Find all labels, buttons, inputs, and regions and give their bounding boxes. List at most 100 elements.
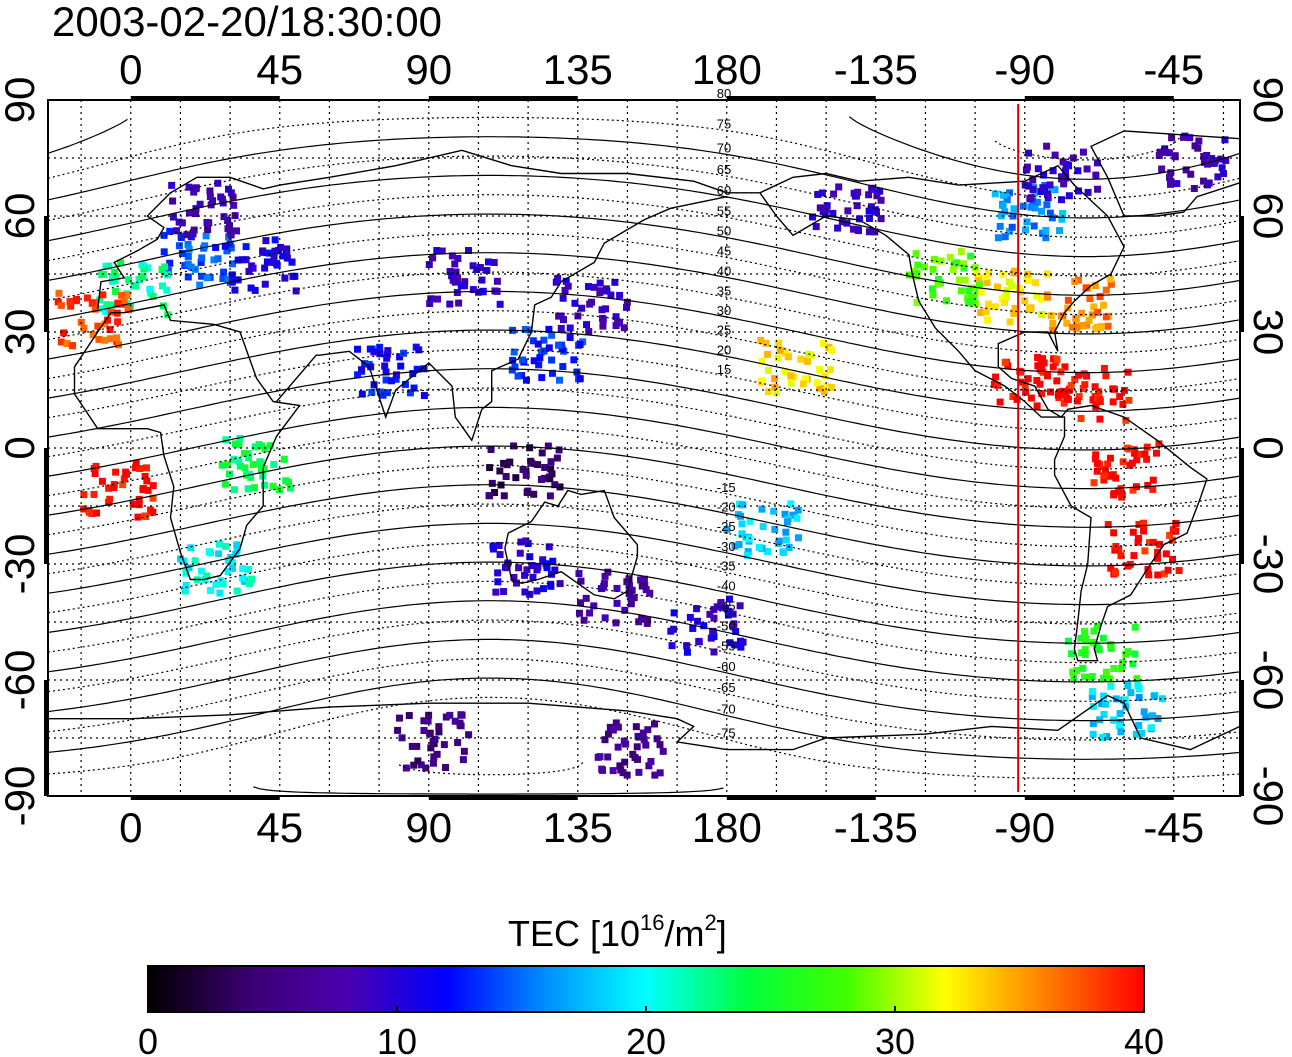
mlat-contour [48,387,1240,470]
tec-cell [392,371,400,379]
tec-cell [1060,399,1068,407]
tec-cell [689,624,697,632]
tec-cell [626,585,634,593]
tec-cell [700,622,708,630]
tec-cluster [54,289,133,350]
tec-cell [1120,386,1128,394]
lon-tick-label: 90 [405,804,452,851]
tec-cell [794,506,802,514]
longitude-ticks-top: 0 45 90 135 180 -135 -90 -45 [119,46,1204,93]
tec-cell [1057,312,1065,320]
mlat-contour [48,580,1240,664]
tec-cell [370,348,378,356]
tec-cell [1140,523,1148,531]
tec-cell [1208,155,1216,163]
tec-cell [1044,194,1052,202]
tec-cell [221,242,229,250]
tec-cell [1046,181,1054,189]
tec-cell [197,258,205,266]
lon-tick-label: -90 [994,804,1055,851]
tec-cell [960,264,968,272]
tec-cell [782,536,790,544]
tec-cell [1100,472,1108,480]
tec-cell [557,324,565,332]
frame-bar [130,796,280,800]
tec-cell [417,761,425,769]
tec-cell [818,189,826,197]
mlat-label: -15 [717,480,736,495]
tec-cell [112,468,120,476]
tec-cell [1038,364,1046,372]
tec-cell [265,249,273,257]
tec-cell [266,442,274,450]
tec-cluster [485,442,564,500]
tec-cell [413,365,421,373]
tec-cell [239,565,247,573]
tec-cell [613,599,621,607]
tec-cell [225,470,233,478]
tec-cell [1081,651,1089,659]
tec-cell [183,231,191,239]
tec-cell [1154,554,1162,562]
tec-cell [725,607,733,615]
tec-cell [551,481,559,489]
tec-cell [633,743,641,751]
tec-cell [770,507,778,515]
tec-cell [283,245,291,253]
tec-cell [1117,552,1125,560]
tec-cell [500,588,508,596]
tec-cell [1021,297,1029,305]
tec-cell [261,445,269,453]
tec-cell [586,609,594,617]
tec-cell [559,363,567,371]
tec-cell [547,465,555,473]
tec-cell [614,723,622,731]
tec-cell [394,726,402,734]
tec-cell [1033,376,1041,384]
tec-cell [244,485,252,493]
tec-cell [994,234,1002,242]
tec-cell [713,603,721,611]
tec-cell [104,316,112,324]
tec-cell [949,266,957,274]
tec-cell [590,283,598,291]
tec-cell [548,356,556,364]
tec-cell [598,306,606,314]
tec-cell [844,207,852,215]
tec-cell [1124,681,1132,689]
tec-cell [233,587,241,595]
tec-cell [1010,309,1018,317]
tec-cell [429,254,437,262]
tec-cell [114,341,122,349]
tec-cell [820,388,828,396]
tec-cell [876,187,884,195]
tec-cell [1116,393,1124,401]
colorbar-tick-label: 20 [626,1021,666,1057]
lon-tick-label: -45 [1143,804,1204,851]
tec-cell [424,717,432,725]
tec-cell [1138,729,1146,737]
tec-cluster [667,595,747,656]
tec-cell [164,266,172,274]
tec-cell [1135,722,1143,730]
tec-cell [693,617,701,625]
tec-cell [871,228,879,236]
tec-cell [1024,277,1032,285]
tec-cell [80,491,88,499]
tec-cell [1089,396,1097,404]
tec-cell [849,225,857,233]
mlat-contour [48,155,1240,238]
tec-cell [1038,390,1046,398]
tec-cell [877,215,885,223]
tec-cell [1164,566,1172,574]
tec-cell [731,542,739,550]
tec-cell [538,374,546,382]
tec-cell [1026,304,1034,312]
tec-cell [178,249,186,257]
tec-cell [651,771,659,779]
tec-cluster [757,336,836,397]
tec-cell [214,179,222,187]
tec-cell [409,370,417,378]
graticule-grid [48,100,1240,796]
tec-cell [1036,380,1044,388]
